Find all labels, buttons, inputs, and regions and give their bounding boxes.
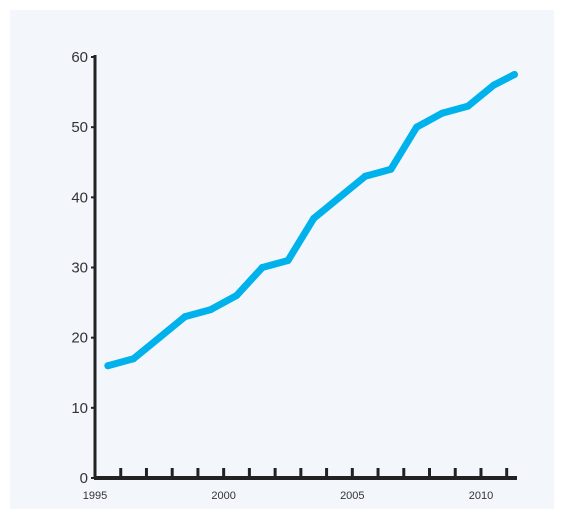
data-point-0-13 bbox=[438, 109, 446, 117]
y-tick-label-30: 30 bbox=[71, 260, 88, 277]
y-tick-label-50: 50 bbox=[71, 119, 88, 136]
data-point-0-12 bbox=[413, 123, 421, 131]
data-point-0-2 bbox=[155, 334, 163, 342]
data-point-0-8 bbox=[310, 214, 318, 222]
data-point-0-5 bbox=[233, 292, 241, 300]
x-tick-label-2010: 2010 bbox=[469, 490, 493, 502]
x-tick-label-1995: 1995 bbox=[83, 490, 107, 502]
data-point-0-11 bbox=[387, 165, 395, 173]
y-tick-label-40: 40 bbox=[71, 189, 88, 206]
data-point-0-9 bbox=[335, 193, 343, 201]
data-point-0-15 bbox=[490, 81, 498, 89]
y-tick-label-60: 60 bbox=[71, 49, 88, 66]
data-point-0-7 bbox=[284, 256, 292, 264]
data-point-0-3 bbox=[181, 313, 189, 321]
data-point-0-1 bbox=[130, 355, 138, 363]
x-tick-label-2005: 2005 bbox=[340, 490, 364, 502]
y-tick-label-20: 20 bbox=[71, 330, 88, 347]
data-point-0-14 bbox=[464, 102, 472, 110]
y-tick-label-10: 10 bbox=[71, 400, 88, 417]
data-point-0-0 bbox=[104, 362, 112, 370]
data-point-0-16 bbox=[510, 71, 518, 79]
data-point-0-10 bbox=[361, 172, 369, 180]
data-point-0-4 bbox=[207, 306, 215, 314]
y-tick-label-0: 0 bbox=[80, 470, 88, 487]
x-tick-label-2000: 2000 bbox=[211, 490, 235, 502]
data-point-0-6 bbox=[258, 264, 266, 271]
